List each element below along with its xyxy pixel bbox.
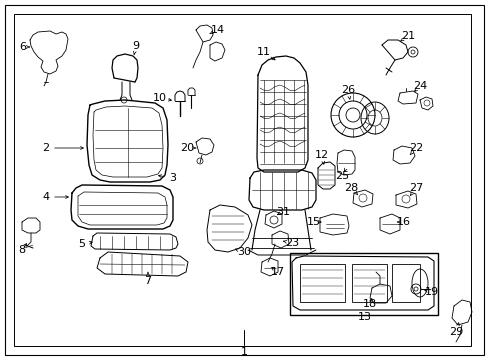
Text: 16: 16 [396, 217, 410, 227]
Text: 5: 5 [79, 239, 85, 249]
Bar [351, 264, 386, 302]
Text: 15: 15 [306, 217, 320, 227]
Text: 21: 21 [400, 31, 414, 41]
Text: 28: 28 [343, 183, 357, 193]
Text: 17: 17 [270, 267, 285, 277]
Bar [299, 264, 345, 302]
Text: 6: 6 [20, 42, 26, 52]
Bar [289, 253, 437, 315]
Text: 3: 3 [169, 173, 176, 183]
Text: 12: 12 [314, 150, 328, 160]
Text: 30: 30 [237, 247, 250, 257]
Text: 24: 24 [412, 81, 426, 91]
Text: 1: 1 [240, 347, 247, 357]
Text: 27: 27 [408, 183, 422, 193]
Text: 10: 10 [153, 93, 167, 103]
Text: 19: 19 [424, 287, 438, 297]
Text: 4: 4 [42, 192, 49, 202]
Text: 29: 29 [448, 327, 462, 337]
Text: 14: 14 [210, 25, 224, 35]
Text: 18: 18 [362, 299, 376, 309]
Text: 7: 7 [144, 276, 151, 286]
Text: 23: 23 [285, 238, 299, 248]
Text: 13: 13 [357, 312, 371, 322]
Text: 31: 31 [275, 207, 289, 217]
Text: 25: 25 [334, 171, 348, 181]
Bar [391, 264, 419, 302]
Text: 2: 2 [42, 143, 49, 153]
Text: 8: 8 [19, 245, 25, 255]
Text: 9: 9 [132, 41, 139, 51]
Text: 22: 22 [408, 143, 422, 153]
Text: 26: 26 [340, 85, 354, 95]
Text: 11: 11 [257, 47, 270, 57]
Text: 20: 20 [180, 143, 194, 153]
